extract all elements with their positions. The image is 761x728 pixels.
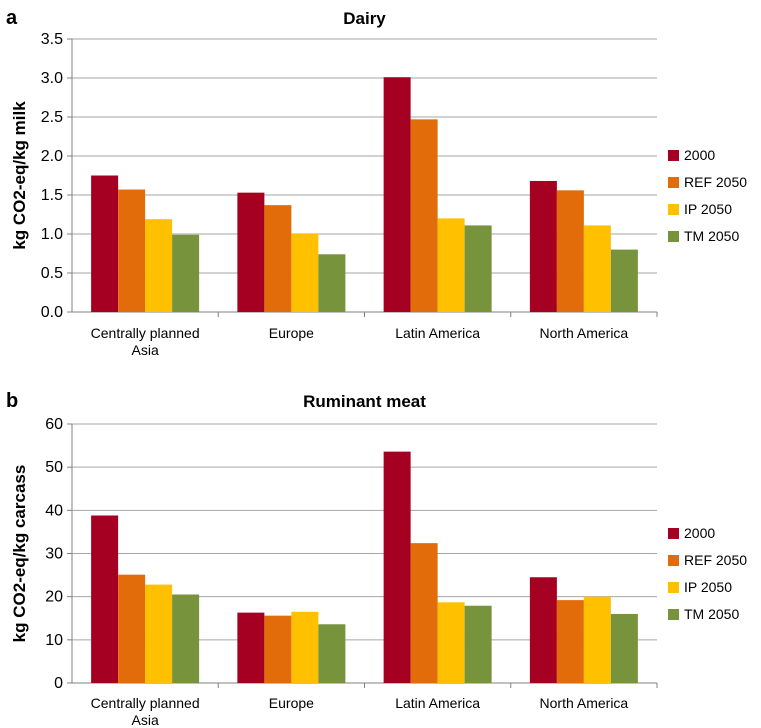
legend: 2000 REF 2050 IP 2050 TM 2050 [668,525,747,622]
x-category-label: Latin America [395,695,480,711]
bar [264,205,292,312]
y-tick-label: 1.0 [41,226,63,243]
bar [556,190,584,312]
bar [318,624,346,683]
bar [464,225,492,312]
panel-letter: a [6,7,18,29]
bar [383,77,411,312]
legend-label: TM 2050 [684,228,739,244]
bar [529,577,557,683]
bar [464,605,492,683]
y-tick-label: 3.5 [41,31,63,48]
legend: 2000 REF 2050 IP 2050 TM 2050 [668,147,747,244]
legend-label: IP 2050 [684,579,732,595]
bar [410,119,438,312]
legend-swatch [668,609,679,620]
y-tick-label: 40 [45,502,63,519]
legend-label: REF 2050 [684,174,747,190]
y-axis-label: kg CO2-eq/kg carcass [10,465,29,643]
y-tick-label: 0 [54,675,63,692]
x-category-label: Latin America [395,325,480,341]
legend-swatch [668,231,679,242]
bar [291,611,319,683]
x-category-label: Centrally planned Asia [91,325,200,358]
bar [145,584,173,683]
panel-letter: b [6,390,18,412]
bar [437,218,465,312]
chart-title: Ruminant meat [303,392,426,411]
bar [237,612,265,683]
bar [529,180,557,312]
legend-swatch [668,177,679,188]
bar [291,234,319,312]
y-tick-label: 0.5 [41,265,63,282]
legend-swatch [668,582,679,593]
bar [172,594,200,683]
bar [318,254,346,312]
bar [237,192,265,312]
y-tick-label: 0.0 [41,304,63,321]
x-category-label: Centrally planned Asia [91,695,200,728]
legend-label: 2000 [684,147,715,163]
legend-swatch [668,204,679,215]
legend-swatch [668,555,679,566]
legend-swatch [668,150,679,161]
y-axis-label: kg CO2-eq/kg milk [10,101,29,250]
y-tick-label: 60 [45,416,63,433]
bar [383,451,411,683]
bar [172,234,200,312]
y-tick-label: 50 [45,459,63,476]
chart-panel-a: a Dairy kg CO2-eq/kg milk 0.0 0.5 1.0 1.5 2.0 2.… [6,7,747,358]
bar [91,515,119,683]
bar [437,602,465,683]
x-category-label: Europe [269,695,314,711]
legend-swatch [668,528,679,539]
bar [264,615,292,683]
y-tick-label: 2.0 [41,148,63,165]
y-tick-label: 20 [45,589,63,606]
legend-label: TM 2050 [684,606,739,622]
y-tick-label: 3.0 [41,70,63,87]
bar [410,543,438,683]
legend-label: REF 2050 [684,552,747,568]
legend-label: IP 2050 [684,201,732,217]
bar [91,175,119,312]
bar [556,600,584,683]
legend-label: 2000 [684,525,715,541]
chart-title: Dairy [343,9,386,28]
x-category-label: North America [540,325,629,341]
y-tick-label: 1.5 [41,187,63,204]
chart-panel-b: b Ruminant meat kg CO2-eq/kg carcass 0 10 20 3… [6,390,747,728]
bar [583,225,611,312]
x-category-label: North America [540,695,629,711]
x-category-label: Europe [269,325,314,341]
bar [610,249,638,312]
bar [583,596,611,683]
bar [610,613,638,683]
y-tick-label: 30 [45,546,63,563]
bar [145,219,173,312]
bar [118,574,146,683]
bar [118,189,146,312]
y-tick-label: 10 [45,632,63,649]
y-tick-label: 2.5 [41,109,63,126]
